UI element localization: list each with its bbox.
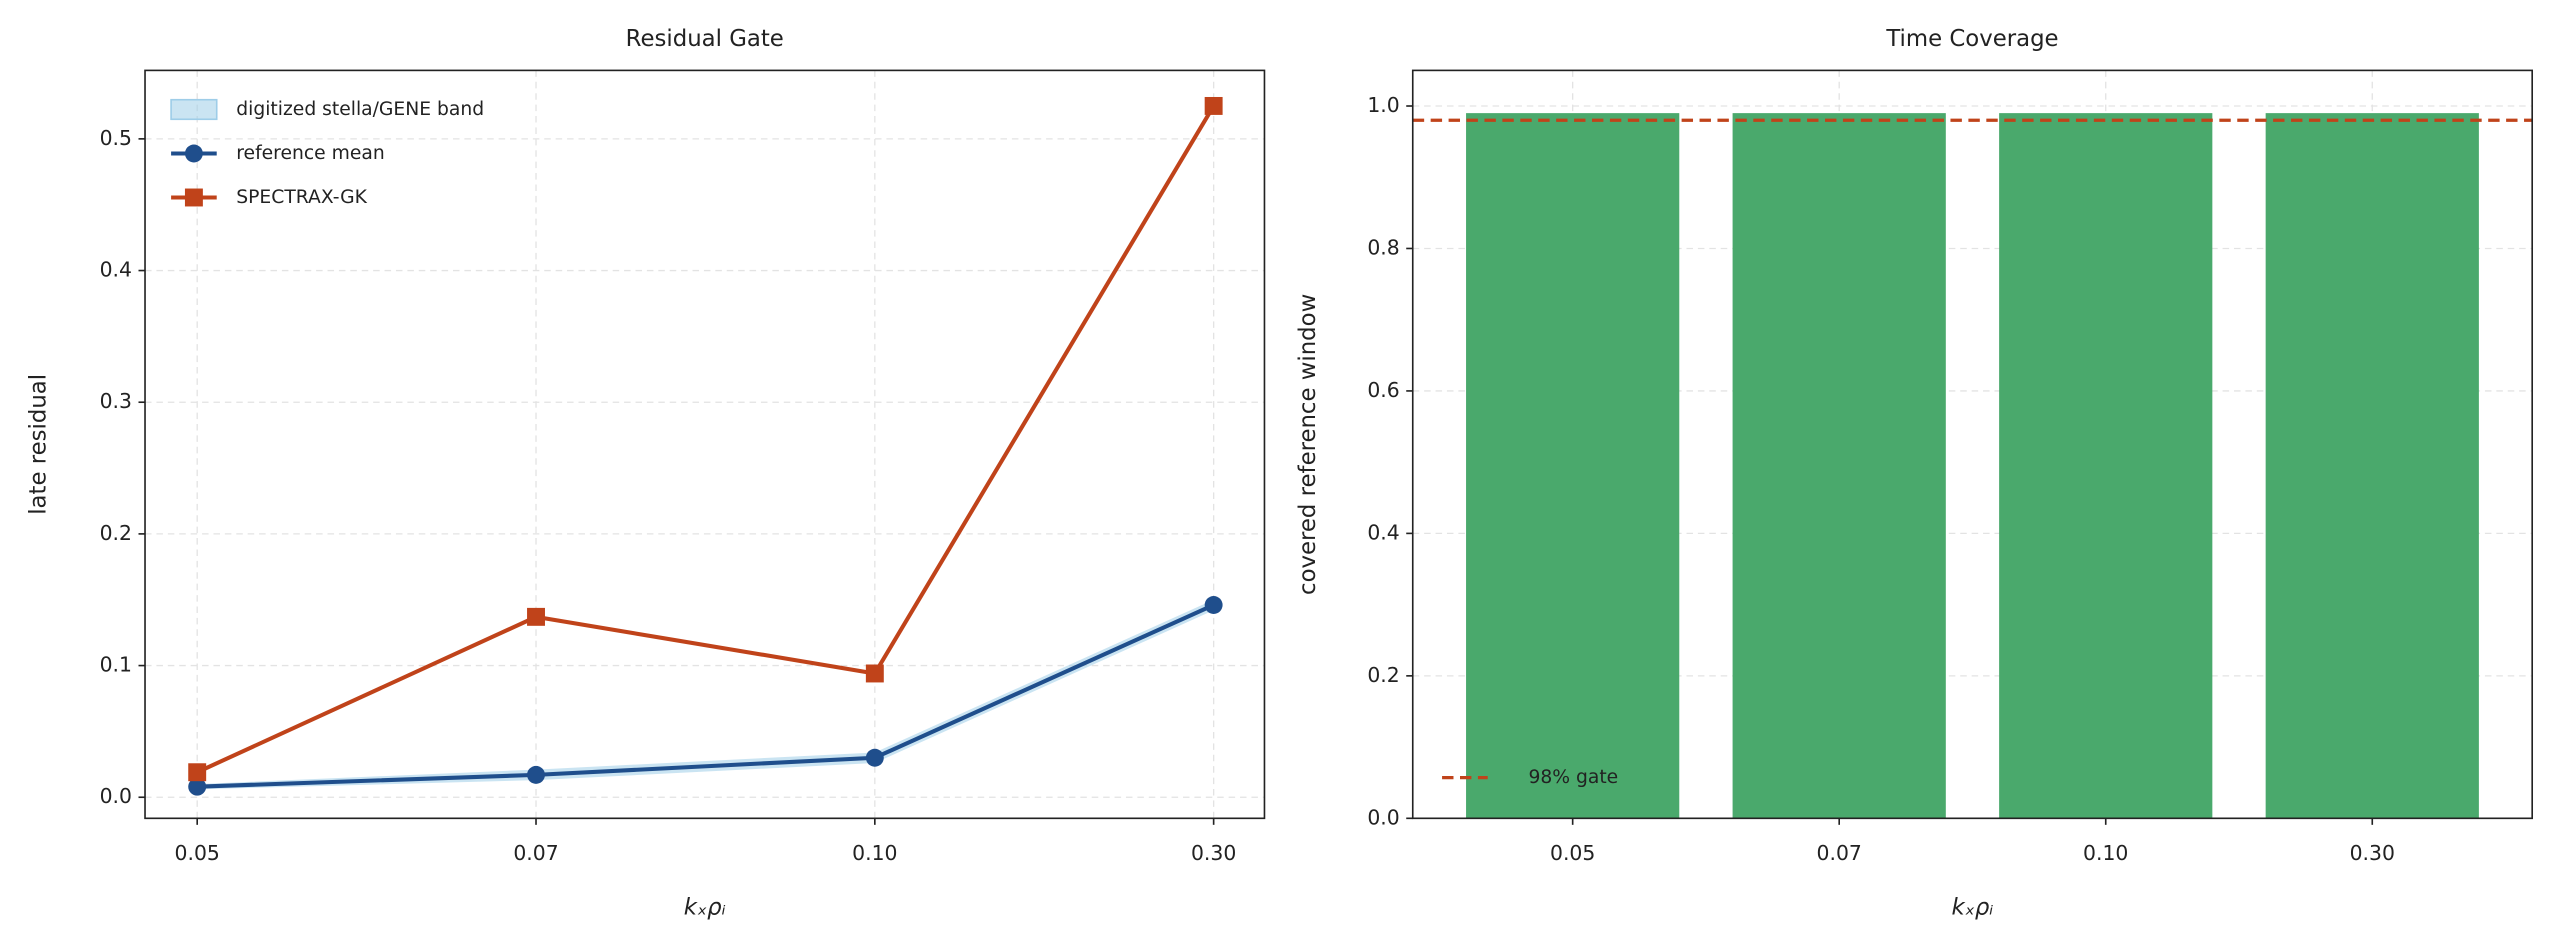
bar [2265,113,2479,819]
legend-label: SPECTRAX-GK [236,187,367,208]
y-tick-label: 0.0 [100,784,132,808]
band [197,599,1214,790]
y-tick-label: 1.0 [1367,93,1399,117]
y-tick-label: 0.0 [1367,805,1399,829]
legend-label: digitized stella/GENE band [236,99,484,120]
point [188,777,207,796]
y-tick-label: 0.2 [100,521,132,545]
y-tick-label: 0.5 [100,126,132,150]
point [865,748,884,767]
x-tick-label: 0.30 [1191,841,1236,865]
point [1204,96,1223,115]
x-axis-label: kₓρᵢ [684,894,726,920]
y-tick-label: 0.4 [100,258,132,282]
point [527,607,545,626]
axes-frame [1411,69,2534,820]
x-tick-label: 0.30 [2350,841,2395,865]
legend-swatch [170,98,218,121]
series-line [196,104,1216,775]
legend-label: reference mean [236,143,384,164]
bar [1466,113,1680,819]
y-tick-label: 0.2 [1367,663,1399,687]
x-tick-label: 0.07 [513,841,558,865]
x-tick-label: 0.05 [1550,841,1595,865]
x-tick-label: 0.05 [175,841,220,865]
bar [1999,113,2213,819]
series-line [197,603,1215,789]
axes-frame [144,69,1266,820]
y-tick-label: 0.3 [100,389,132,413]
y-tick-label: 0.4 [1367,520,1399,544]
legend-label: 98% gate [1528,767,1618,788]
x-tick-label: 0.10 [852,841,897,865]
legend-marker [184,144,203,163]
x-tick-label: 0.10 [2083,841,2128,865]
x-axis-label: kₓρᵢ [1952,894,1994,920]
chart-title: Residual Gate [626,26,784,52]
point [1204,596,1223,614]
y-tick-label: 0.8 [1367,235,1399,259]
point [527,765,545,784]
y-tick-label: 0.6 [1367,378,1399,402]
legend-marker [184,188,203,207]
y-axis-label: covered reference window [1295,294,1321,595]
x-tick-label: 0.07 [1817,841,1862,865]
y-axis-label: late residual [26,374,52,515]
point [865,664,884,683]
y-tick-label: 0.1 [100,653,132,677]
point [188,763,207,782]
chart-title: Time Coverage [1885,26,2058,52]
bar [1732,113,1946,819]
